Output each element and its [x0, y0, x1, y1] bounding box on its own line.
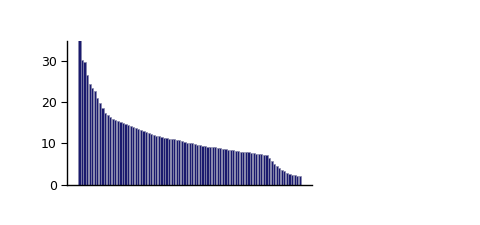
Bar: [209, 147, 211, 184]
Bar: [291, 175, 293, 184]
Bar: [91, 88, 93, 184]
Bar: [122, 123, 124, 184]
Bar: [94, 91, 96, 184]
Bar: [288, 174, 290, 184]
Bar: [186, 142, 188, 184]
Bar: [212, 147, 214, 184]
Bar: [130, 126, 132, 184]
Bar: [286, 173, 288, 184]
Bar: [255, 154, 257, 184]
Bar: [89, 84, 91, 184]
Bar: [114, 120, 116, 184]
Bar: [222, 149, 224, 184]
Bar: [137, 129, 140, 184]
Bar: [173, 139, 175, 184]
Bar: [109, 117, 111, 184]
Bar: [168, 139, 170, 184]
Bar: [101, 108, 104, 184]
Bar: [189, 143, 191, 184]
Bar: [158, 136, 160, 184]
Bar: [84, 62, 85, 184]
Bar: [206, 147, 209, 184]
Bar: [268, 158, 270, 184]
Bar: [276, 166, 278, 184]
Bar: [196, 145, 198, 184]
Bar: [150, 134, 152, 184]
Bar: [201, 146, 204, 184]
Bar: [166, 138, 168, 184]
Bar: [219, 148, 221, 184]
Bar: [81, 60, 83, 184]
Bar: [263, 155, 265, 184]
Bar: [214, 147, 216, 184]
Bar: [296, 176, 298, 184]
Bar: [96, 98, 98, 184]
Bar: [232, 150, 234, 184]
Bar: [258, 154, 260, 184]
Bar: [240, 152, 242, 184]
Bar: [181, 141, 183, 184]
Bar: [170, 139, 173, 184]
Bar: [283, 171, 286, 184]
Bar: [299, 176, 301, 184]
Bar: [155, 135, 157, 184]
Bar: [204, 146, 206, 184]
Bar: [117, 121, 119, 184]
Bar: [193, 144, 196, 184]
Bar: [120, 122, 121, 184]
Bar: [147, 133, 150, 184]
Bar: [124, 124, 127, 184]
Bar: [107, 115, 108, 184]
Bar: [178, 140, 180, 184]
Bar: [235, 151, 237, 184]
Bar: [145, 132, 147, 184]
Bar: [227, 150, 229, 184]
Bar: [260, 155, 263, 184]
Bar: [160, 137, 163, 184]
Bar: [127, 125, 129, 184]
Bar: [237, 151, 240, 184]
Bar: [183, 142, 186, 184]
Bar: [271, 161, 273, 184]
Bar: [135, 128, 137, 184]
Bar: [176, 140, 178, 184]
Bar: [78, 38, 81, 184]
Bar: [140, 130, 142, 184]
Bar: [143, 131, 144, 184]
Bar: [132, 127, 134, 184]
Bar: [245, 152, 247, 184]
Bar: [104, 112, 106, 184]
Bar: [191, 143, 193, 184]
Bar: [229, 150, 232, 184]
Bar: [112, 119, 114, 184]
Bar: [86, 75, 88, 184]
Bar: [265, 155, 267, 184]
Bar: [99, 103, 101, 184]
Bar: [224, 149, 227, 184]
Bar: [199, 145, 201, 184]
Bar: [216, 148, 219, 184]
Bar: [294, 176, 296, 184]
Bar: [278, 168, 280, 184]
Bar: [153, 135, 155, 184]
Bar: [248, 152, 250, 184]
Bar: [252, 153, 255, 184]
Bar: [163, 138, 165, 184]
Bar: [250, 153, 252, 184]
Bar: [273, 164, 275, 184]
Bar: [281, 170, 283, 184]
Bar: [242, 152, 244, 184]
